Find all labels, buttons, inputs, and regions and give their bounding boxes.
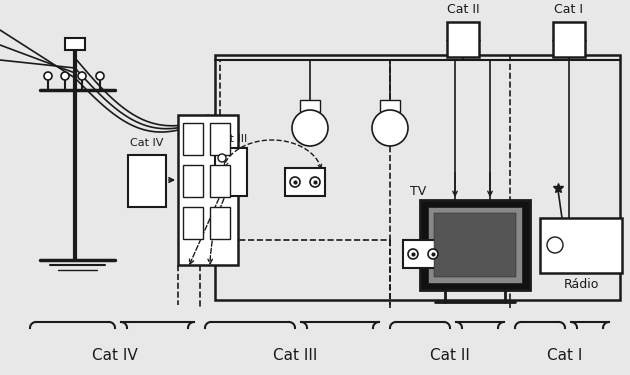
Text: Cat III: Cat III	[273, 348, 317, 363]
Bar	[420, 200, 530, 290]
Text: Cat II: Cat II	[447, 3, 479, 16]
Bar	[447, 22, 479, 57]
Bar	[210, 207, 230, 239]
Bar	[300, 100, 320, 112]
Text: Cat III: Cat III	[215, 134, 247, 144]
Circle shape	[61, 72, 69, 80]
Text: Cat IV: Cat IV	[130, 138, 164, 148]
Bar	[215, 55, 620, 300]
Bar	[540, 218, 622, 273]
Bar	[128, 155, 166, 207]
Text: Cat IV: Cat IV	[92, 348, 138, 363]
Bar	[434, 213, 516, 277]
Bar	[403, 240, 443, 268]
Bar	[183, 207, 203, 239]
Text: Rádio: Rádio	[563, 278, 598, 291]
Bar	[215, 148, 247, 196]
Circle shape	[372, 110, 408, 146]
Text: Cat II: Cat II	[430, 348, 470, 363]
Circle shape	[96, 72, 104, 80]
Text: Cat I: Cat I	[547, 348, 583, 363]
Circle shape	[310, 177, 320, 187]
Text: Cat I: Cat I	[554, 3, 583, 16]
Bar	[553, 22, 585, 57]
Circle shape	[408, 249, 418, 259]
Bar	[220, 60, 390, 240]
Circle shape	[547, 237, 563, 253]
Circle shape	[44, 72, 52, 80]
Circle shape	[218, 154, 226, 162]
Bar	[183, 165, 203, 197]
Bar	[65, 38, 85, 50]
Text: TV: TV	[410, 185, 427, 198]
Circle shape	[292, 110, 328, 146]
Bar	[210, 123, 230, 155]
Bar	[428, 207, 522, 283]
Circle shape	[290, 177, 300, 187]
Bar	[178, 115, 238, 265]
Bar	[285, 168, 325, 196]
Bar	[183, 123, 203, 155]
Circle shape	[78, 72, 86, 80]
Circle shape	[428, 249, 438, 259]
Bar	[380, 100, 400, 112]
Bar	[210, 165, 230, 197]
